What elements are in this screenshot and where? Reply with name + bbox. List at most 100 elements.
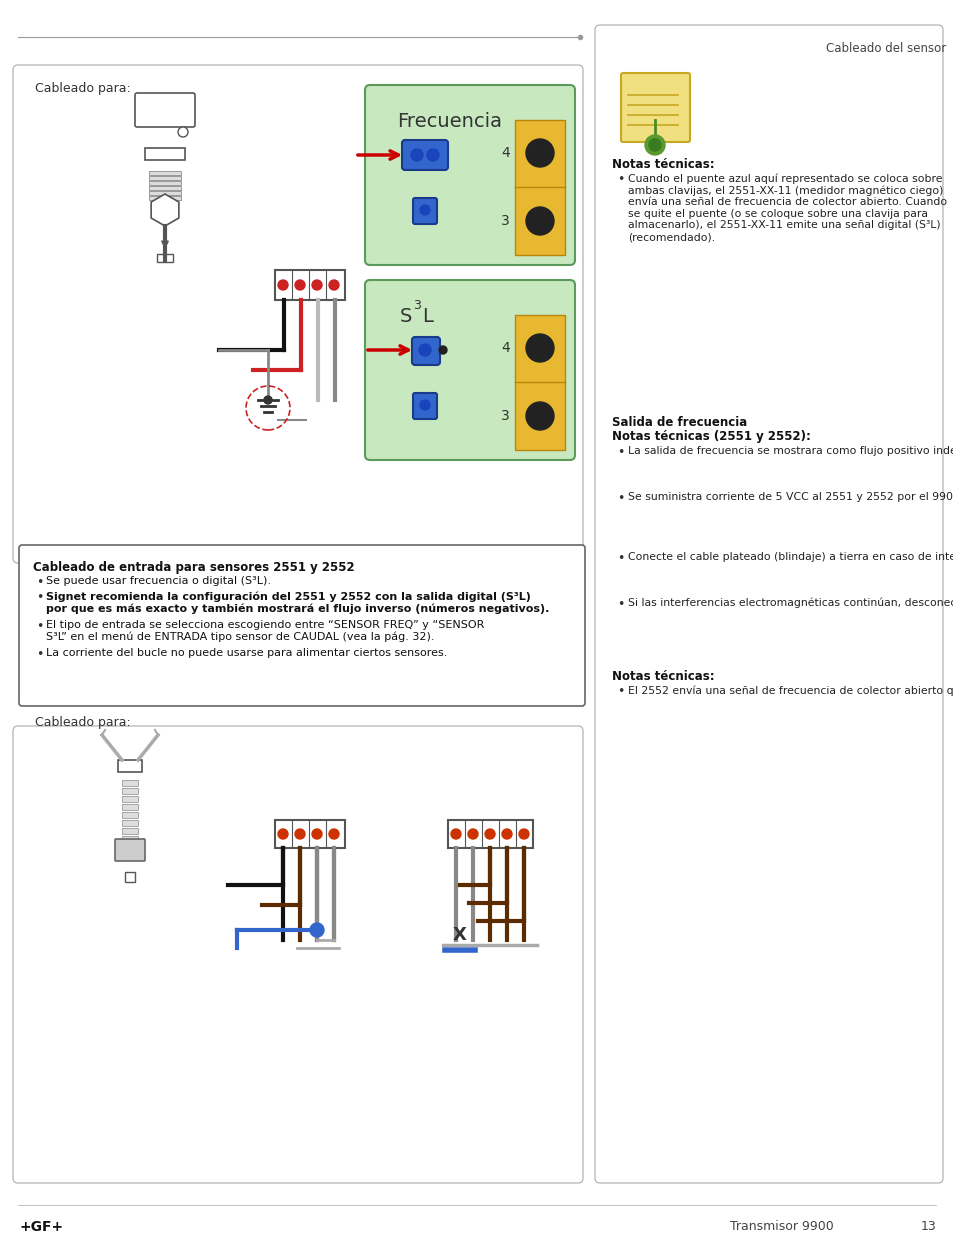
Bar [145,148,185,161]
Text: Cableado para:: Cableado para: [35,716,131,729]
Text: +GF+: +GF+ [20,1220,64,1234]
Circle shape [312,280,322,290]
Bar [448,820,533,848]
FancyBboxPatch shape [413,393,436,419]
Circle shape [525,333,554,362]
Text: Salida de frecuencia: Salida de frecuencia [612,416,746,429]
Circle shape [418,345,431,356]
Circle shape [525,403,554,430]
Text: Signet recomienda la configuración del 2551 y 2552 con la salida digital (S³L): Signet recomienda la configuración del 2… [46,592,530,601]
Text: Si las interferencias electromagnéticas continúan, desconecte el cable plateado : Si las interferencias electromagnéticas … [627,598,953,609]
Text: Se suministra corriente de 5 VCC al 2551 y 2552 por el 9900. No se requiere corr: Se suministra corriente de 5 VCC al 2551… [627,492,953,501]
Bar [149,196,181,200]
Text: Cableado de entrada para sensores 2551 y 2552: Cableado de entrada para sensores 2551 y… [33,561,355,574]
Text: •: • [617,173,623,186]
Circle shape [277,829,288,839]
Bar [274,270,345,300]
Text: Notas técnicas:: Notas técnicas: [612,158,714,170]
FancyBboxPatch shape [13,65,582,563]
Text: 4: 4 [500,146,510,161]
FancyBboxPatch shape [135,93,194,127]
Bar [157,254,172,262]
Text: S: S [399,308,412,326]
Circle shape [294,829,305,839]
Text: La corriente del bucle no puede usarse para alimentar ciertos sensores.: La corriente del bucle no puede usarse p… [46,648,447,658]
Circle shape [468,829,477,839]
Text: X: X [453,926,466,944]
Bar [515,315,564,450]
FancyBboxPatch shape [115,839,145,861]
Circle shape [525,140,554,167]
Bar [149,191,181,195]
Circle shape [277,280,288,290]
Circle shape [264,396,272,404]
Text: 3: 3 [413,299,420,312]
Circle shape [310,923,324,937]
Text: S³L” en el menú de ENTRADA tipo sensor de CAUDAL (vea la pág. 32).: S³L” en el menú de ENTRADA tipo sensor d… [46,632,434,642]
FancyBboxPatch shape [365,85,575,266]
Text: •: • [36,620,43,634]
FancyBboxPatch shape [13,726,582,1183]
Bar [149,186,181,190]
Circle shape [427,149,438,161]
Text: Transmisor 9900: Transmisor 9900 [729,1220,833,1233]
Circle shape [178,127,188,137]
Bar [515,120,564,254]
Circle shape [411,149,422,161]
Bar [118,760,142,772]
Circle shape [648,140,660,151]
Text: •: • [617,446,623,459]
Circle shape [525,207,554,235]
Circle shape [451,829,460,839]
FancyBboxPatch shape [595,25,942,1183]
Text: 3: 3 [500,409,510,424]
Bar [122,827,138,834]
Bar [122,836,138,842]
Text: L: L [421,308,433,326]
Circle shape [484,829,495,839]
Text: •: • [617,685,623,698]
Text: 3: 3 [500,214,510,228]
Bar [122,797,138,802]
Text: •: • [36,576,43,589]
Bar [125,872,135,882]
Circle shape [294,280,305,290]
FancyBboxPatch shape [401,140,448,170]
Circle shape [329,280,338,290]
Bar [274,820,345,848]
Text: •: • [617,492,623,505]
Circle shape [419,205,430,215]
Circle shape [312,829,322,839]
Text: por que es más exacto y también mostrará el flujo inverso (números negativos).: por que es más exacto y también mostrará… [46,603,549,614]
Text: 4: 4 [500,341,510,354]
Bar [122,804,138,810]
Bar [149,182,181,185]
FancyBboxPatch shape [365,280,575,459]
Text: El 2552 envía una señal de frecuencia de colector abierto que se puede conectar : El 2552 envía una señal de frecuencia de… [627,685,953,695]
Bar [149,177,181,180]
Bar [122,788,138,794]
FancyBboxPatch shape [412,337,439,366]
Text: Notas técnicas (2551 y 2552):: Notas técnicas (2551 y 2552): [612,430,810,443]
Circle shape [518,829,529,839]
Text: Conecte el cable plateado (blindaje) a tierra en caso de interferencia de ruidos: Conecte el cable plateado (blindaje) a t… [627,552,953,562]
Text: La salida de frecuencia se mostrara como flujo positivo independientemente de la: La salida de frecuencia se mostrara como… [627,446,953,457]
Text: Frecuencia: Frecuencia [397,112,502,131]
Text: Cuando el puente azul aquí representado se coloca sobre ambas clavijas, el 2551-: Cuando el puente azul aquí representado … [627,173,946,242]
FancyBboxPatch shape [413,198,436,224]
Text: •: • [617,598,623,611]
Text: 13: 13 [920,1220,935,1233]
FancyBboxPatch shape [19,545,584,706]
Text: Notas técnicas:: Notas técnicas: [612,671,714,683]
Text: Cableado del sensor: Cableado del sensor [825,42,945,56]
Bar [149,170,181,175]
Circle shape [329,829,338,839]
Circle shape [438,346,447,354]
Text: El tipo de entrada se selecciona escogiendo entre “SENSOR FREQ” y “SENSOR: El tipo de entrada se selecciona escogie… [46,620,484,630]
Bar [122,811,138,818]
Circle shape [419,400,430,410]
Text: •: • [617,552,623,564]
Bar [122,820,138,826]
Text: •: • [36,648,43,661]
Text: •: • [36,592,43,604]
